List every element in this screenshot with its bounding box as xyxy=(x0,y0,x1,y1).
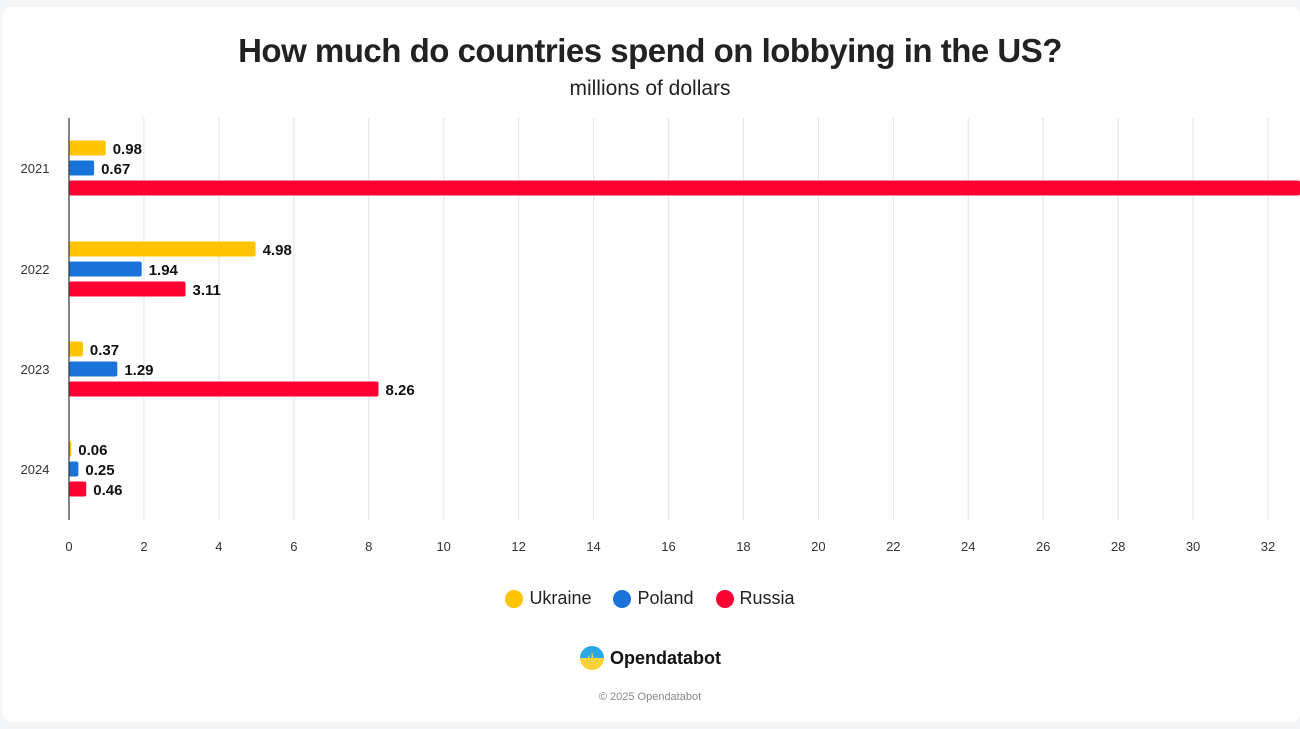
x-tick-label: 16 xyxy=(661,539,675,554)
bar-russia-2022[interactable] xyxy=(69,281,186,297)
legend-item-poland[interactable]: Poland xyxy=(613,588,694,609)
x-tick-label: 14 xyxy=(586,539,600,554)
x-tick-label: 20 xyxy=(811,539,825,554)
legend-label: Ukraine xyxy=(529,588,592,608)
data-label: 1.29 xyxy=(124,362,153,379)
data-label: 3.11 xyxy=(193,282,221,299)
x-tick-label: 10 xyxy=(436,539,450,554)
legend: Ukraine Poland Russia xyxy=(0,588,1300,609)
x-tick-label: 8 xyxy=(365,539,372,554)
legend-label: Russia xyxy=(739,588,795,608)
legend-label: Poland xyxy=(637,588,694,608)
x-tick-label: 0 xyxy=(65,539,72,554)
data-label: 0.67 xyxy=(101,161,130,178)
bar-ukraine-2023[interactable] xyxy=(69,341,83,357)
legend-swatch-russia xyxy=(715,589,734,608)
x-tick-label: 12 xyxy=(511,539,525,554)
x-tick-label: 18 xyxy=(736,539,750,554)
legend-item-ukraine[interactable]: Ukraine xyxy=(505,588,591,609)
data-label: 4.98 xyxy=(263,242,292,259)
opendatabot-logo-icon xyxy=(580,646,604,670)
bar-russia-2023[interactable] xyxy=(69,381,379,397)
data-labels: 0.98 4.98 0.37 0.06 0.67 1.94 1.29 0.25 3.11 8.26… xyxy=(78,141,414,499)
x-axis-labels: 0 2 4 6 8 10 12 14 16 18 20 22 24 26 28 30 32 xyxy=(65,539,1275,554)
bar-poland-2022[interactable] xyxy=(69,261,142,277)
x-tick-label: 26 xyxy=(1036,539,1050,554)
bar-poland-2023[interactable] xyxy=(69,361,118,377)
copyright: © 2025 Opendatabot xyxy=(598,691,702,703)
data-label: 0.98 xyxy=(113,141,142,158)
bars xyxy=(69,140,1300,497)
grid-lines xyxy=(143,118,1269,520)
data-label: 8.26 xyxy=(385,382,414,399)
x-tick-label: 32 xyxy=(1261,539,1275,554)
legend-swatch-poland xyxy=(613,589,632,608)
data-label: 0.25 xyxy=(85,462,114,479)
x-tick-label: 30 xyxy=(1186,539,1200,554)
legend-swatch-ukraine xyxy=(505,589,524,608)
bar-russia-2021[interactable] xyxy=(69,180,1300,196)
x-tick-label: 6 xyxy=(290,539,297,554)
bar-ukraine-2022[interactable] xyxy=(69,241,256,257)
bar-ukraine-2021[interactable] xyxy=(69,140,106,156)
y-tick-label: 2021 xyxy=(21,161,50,176)
bar-poland-2024[interactable] xyxy=(69,461,79,477)
legend-item-russia[interactable]: Russia xyxy=(715,588,795,609)
data-label: 0.06 xyxy=(78,442,107,459)
x-tick-label: 28 xyxy=(1111,539,1125,554)
y-tick-label: 2023 xyxy=(21,362,50,377)
bar-russia-2024[interactable] xyxy=(69,481,87,497)
data-label: 1.94 xyxy=(149,262,179,279)
y-tick-label: 2024 xyxy=(21,462,50,477)
data-label: 0.46 xyxy=(93,482,122,499)
x-tick-label: 4 xyxy=(215,539,222,554)
chart-title: How much do countries spend on lobbying … xyxy=(238,32,1062,69)
brand-name: Opendatabot xyxy=(610,647,721,668)
y-tick-label: 2022 xyxy=(21,262,50,277)
x-tick-label: 2 xyxy=(140,539,147,554)
bar-poland-2021[interactable] xyxy=(69,160,95,176)
x-tick-label: 22 xyxy=(886,539,900,554)
x-tick-label: 24 xyxy=(961,539,975,554)
chart-subtitle: millions of dollars xyxy=(569,77,731,100)
brand: Opendatabot xyxy=(0,645,1300,671)
y-axis-labels: 2021 2022 2023 2024 xyxy=(21,161,50,477)
data-label: 0.37 xyxy=(90,342,119,359)
